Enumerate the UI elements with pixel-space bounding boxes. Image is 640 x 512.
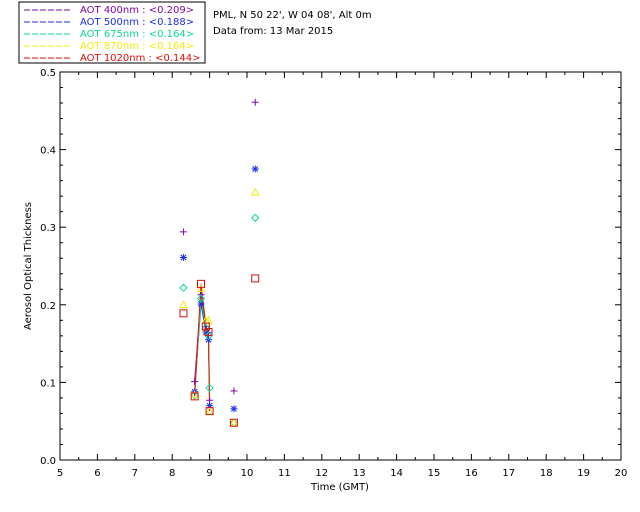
legend-entry: AOT 675nm : <0.164> — [80, 29, 194, 40]
legend-entry: AOT 870nm : <0.164> — [80, 41, 194, 52]
data-point — [190, 392, 199, 401]
data-point — [205, 383, 214, 393]
data-point — [196, 279, 205, 288]
x-tick-label: 19 — [577, 468, 590, 479]
legend: AOT 400nm : <0.209>AOT 500nm : <0.188>AO… — [24, 5, 200, 64]
data-point — [179, 300, 188, 309]
x-tick-label: 6 — [94, 468, 100, 479]
data-point — [230, 387, 238, 395]
x-tick-label: 12 — [315, 468, 328, 479]
x-tick-label: 14 — [390, 468, 403, 479]
x-tick-label: 11 — [278, 468, 291, 479]
x-tick-label: 20 — [615, 468, 628, 479]
data-point — [204, 327, 213, 336]
x-tick-label: 16 — [465, 468, 478, 479]
data-point — [251, 165, 259, 173]
x-tick-label: 18 — [540, 468, 553, 479]
plot-frame — [59, 71, 622, 461]
legend-entry: AOT 1020nm : <0.144> — [80, 53, 200, 64]
data-point — [205, 407, 214, 416]
y-tick-label: 0.5 — [40, 68, 56, 79]
y-tick-label: 0.1 — [40, 378, 56, 389]
data-point — [179, 309, 188, 318]
x-tick-label: 8 — [169, 468, 175, 479]
data-point — [190, 390, 199, 399]
data-point — [196, 294, 206, 303]
y-axis-title: Aerosol Optical Thickness — [23, 202, 34, 330]
data-point — [190, 391, 199, 400]
location-label: PML, N 50 22', W 04 08', Alt 0m — [213, 10, 372, 21]
data-point — [251, 213, 260, 223]
y-axis: 0.0 0.1 0.2 0.3 0.4 0.5 — [40, 68, 621, 467]
data-point — [179, 283, 188, 292]
data-point — [179, 253, 187, 261]
x-tick-label: 7 — [132, 468, 138, 479]
data-point — [205, 406, 214, 415]
data-point — [229, 418, 238, 427]
data-point — [230, 405, 238, 413]
x-tick-label: 17 — [502, 468, 515, 479]
data-point — [196, 283, 206, 292]
data-point — [179, 228, 187, 236]
data-point — [191, 378, 199, 386]
legend-box — [18, 1, 206, 64]
x-tick-label: 5 — [57, 468, 63, 479]
data-point — [201, 322, 210, 331]
legend-entry: AOT 500nm : <0.188> — [80, 17, 194, 28]
y-tick-label: 0.0 — [40, 456, 56, 467]
x-tick-label: 15 — [428, 468, 441, 479]
series-points — [179, 98, 260, 427]
legend-entry: AOT 400nm : <0.209> — [80, 5, 194, 16]
y-tick-label: 0.2 — [40, 301, 56, 312]
data-point — [204, 331, 213, 341]
date-label: Data from: 13 Mar 2015 — [213, 26, 333, 37]
data-point — [229, 418, 239, 427]
data-point — [250, 187, 260, 196]
x-tick-label: 10 — [241, 468, 254, 479]
data-point — [251, 98, 259, 106]
x-axis: 5 6 7 8 9 10 11 12 13 14 15 16 17 18 19 20 — [57, 72, 628, 479]
x-axis-title: Time (GMT) — [310, 482, 369, 493]
data-point — [201, 323, 211, 333]
y-tick-label: 0.3 — [40, 223, 56, 234]
x-tick-label: 9 — [206, 468, 212, 479]
y-tick-label: 0.4 — [40, 146, 56, 157]
x-tick-label: 13 — [353, 468, 366, 479]
data-point — [251, 274, 260, 283]
